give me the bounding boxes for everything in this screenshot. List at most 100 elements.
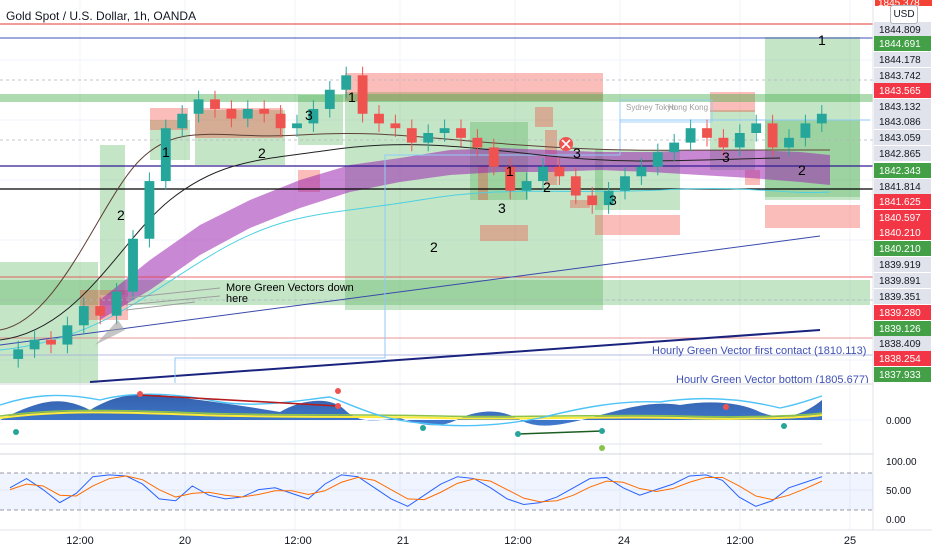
ma-fast bbox=[0, 132, 830, 331]
candle-body-31 bbox=[521, 181, 532, 191]
candle-body-0 bbox=[13, 349, 24, 359]
price-label-bg bbox=[874, 321, 931, 336]
candle-body-16 bbox=[275, 113, 286, 129]
candles bbox=[13, 66, 827, 368]
stoch-k-line bbox=[9, 474, 823, 507]
candle-body-12 bbox=[210, 99, 220, 109]
price-label-bg bbox=[874, 179, 931, 194]
candle-body-1 bbox=[29, 339, 40, 350]
red-zone-15 bbox=[535, 107, 553, 127]
wave-label: 1 bbox=[506, 163, 514, 179]
candle-body-36 bbox=[603, 190, 614, 206]
annotation-arrow-2 bbox=[125, 301, 196, 311]
candle-body-40 bbox=[669, 142, 680, 153]
wave-label: 1 bbox=[162, 144, 170, 160]
wave-label: 2 bbox=[543, 179, 551, 195]
signal-dot-5 bbox=[420, 425, 426, 431]
price-pane[interactable]: 2 1 2 3 1 2 1 2 3 3 3 1 2 3 More Green Vectors downhe… bbox=[0, 23, 873, 386]
candle-body-21 bbox=[357, 75, 368, 114]
stochastic-pane[interactable] bbox=[0, 472, 873, 511]
price-label-bg bbox=[874, 146, 931, 161]
wave-label: 2 bbox=[258, 145, 266, 161]
signal-dot-4 bbox=[13, 429, 19, 435]
time-tick-label: 20 bbox=[179, 535, 191, 547]
candle-body-35 bbox=[587, 195, 598, 206]
time-tick-label: 12:00 bbox=[284, 535, 312, 547]
time-axis[interactable]: 12:00 20 12:00 21 12:00 24 12:00 25 bbox=[0, 529, 932, 547]
price-label-bg bbox=[874, 83, 931, 98]
divergence-line-green bbox=[517, 430, 603, 435]
oscillator-pane[interactable] bbox=[0, 388, 823, 451]
stoch-tick-label: 50.00 bbox=[886, 486, 911, 497]
candle-body-9 bbox=[160, 128, 171, 182]
candle-body-39 bbox=[652, 152, 663, 167]
price-axis[interactable]: 1845.378 1844.809 1844.691 1844.178 1843.742… bbox=[874, 0, 932, 383]
candle-body-17 bbox=[292, 123, 302, 129]
ma-cyan bbox=[0, 188, 831, 351]
candle-body-32 bbox=[538, 166, 548, 182]
price-label-bg bbox=[874, 351, 931, 366]
price-label-bg bbox=[874, 305, 931, 320]
wave-label: 3 bbox=[498, 200, 506, 216]
price-label-bg bbox=[874, 68, 931, 83]
price-label: 1840.210 bbox=[879, 244, 921, 255]
price-label: 1844.178 bbox=[879, 55, 921, 66]
price-label: 1843.565 bbox=[879, 86, 921, 97]
price-label-bg bbox=[874, 114, 931, 129]
time-tick-label: 12:00 bbox=[726, 535, 754, 547]
candle-body-23 bbox=[390, 123, 401, 129]
candle-body-27 bbox=[456, 128, 466, 138]
price-label-bg bbox=[874, 289, 931, 304]
price-label: 1839.351 bbox=[879, 292, 921, 303]
candle-body-47 bbox=[784, 137, 794, 148]
wave-signal-line-yellow bbox=[0, 411, 823, 420]
candle-body-37 bbox=[620, 176, 630, 191]
price-label-bg bbox=[874, 241, 931, 256]
annotation-text: Sydney Tokyo bbox=[626, 103, 676, 112]
signal-dot-6 bbox=[515, 431, 521, 437]
annotation-text: More Green Vectors down bbox=[226, 282, 354, 294]
purple-ema-cloud bbox=[100, 148, 830, 320]
wave-label: 1 bbox=[818, 32, 826, 48]
red-zone-18 bbox=[480, 225, 528, 241]
candle-body-28 bbox=[472, 137, 483, 148]
currency-button[interactable]: USD bbox=[890, 5, 918, 24]
wave-label: 3 bbox=[305, 107, 313, 123]
time-tick-label: 12:00 bbox=[66, 535, 94, 547]
oscillator-axis: 0.000 bbox=[886, 416, 911, 427]
annotation-arrow-1 bbox=[125, 295, 221, 306]
candle-body-24 bbox=[406, 128, 417, 143]
price-label-top-bg bbox=[875, 0, 932, 6]
candle-body-48 bbox=[800, 123, 811, 138]
price-label-bg bbox=[874, 52, 931, 67]
price-label: 1841.814 bbox=[879, 182, 921, 193]
price-label-bg bbox=[874, 130, 931, 145]
price-label: 1840.597 bbox=[879, 213, 921, 224]
price-label: 1843.059 bbox=[879, 133, 921, 144]
green-band-top bbox=[0, 94, 873, 102]
candle-body-41 bbox=[685, 128, 696, 143]
symbol-title[interactable]: Gold Spot / U.S. Dollar, 1h, OANDA bbox=[6, 9, 197, 23]
time-tick-label: 21 bbox=[397, 535, 409, 547]
signal-dot-0 bbox=[137, 391, 143, 397]
price-label-bg bbox=[874, 367, 931, 382]
candle-body-46 bbox=[767, 123, 778, 148]
stoch-d-line bbox=[9, 475, 823, 503]
moving-averages bbox=[0, 132, 831, 351]
candle-body-22 bbox=[374, 113, 384, 124]
price-label: 1843.132 bbox=[879, 102, 921, 113]
wave-label: 3 bbox=[573, 145, 581, 161]
price-label-bg bbox=[874, 273, 931, 288]
signal-dot-2 bbox=[335, 403, 341, 409]
candle-body-10 bbox=[177, 113, 188, 129]
close-icon-cross bbox=[561, 139, 571, 149]
price-label: 1844.809 bbox=[879, 25, 921, 36]
time-tick-label: 24 bbox=[618, 535, 630, 547]
price-label: 1843.086 bbox=[879, 117, 921, 128]
candle-body-33 bbox=[554, 166, 565, 177]
annotation-text: Hourly Green Vector bottom (1805.677) bbox=[676, 374, 869, 386]
wave-label: 3 bbox=[609, 192, 617, 208]
price-label: 1839.126 bbox=[879, 324, 921, 335]
signal-dot-8 bbox=[781, 423, 787, 429]
